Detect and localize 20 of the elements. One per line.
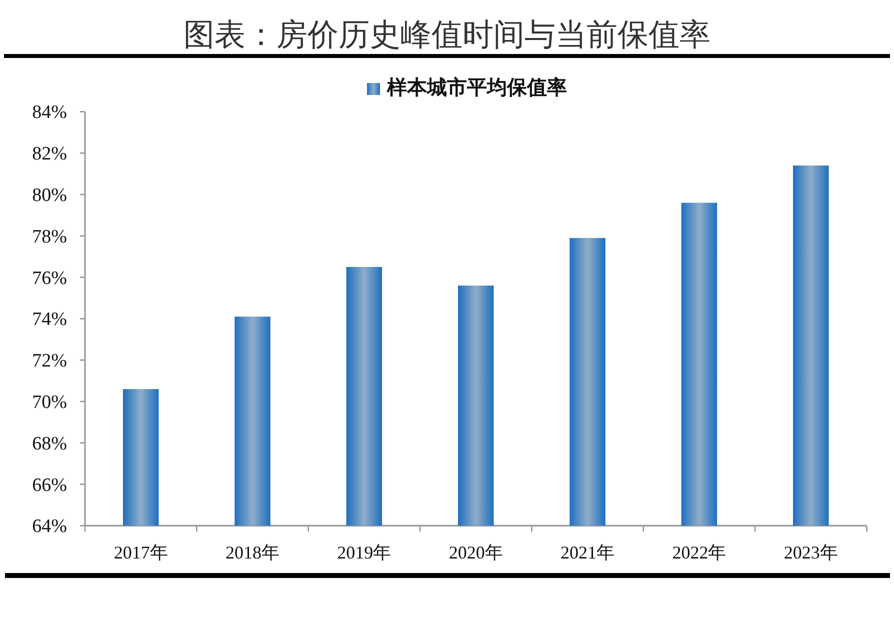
ytick-label: 78% — [32, 226, 67, 248]
ytick-label: 80% — [32, 185, 67, 206]
xtick-label: 2020年 — [448, 542, 503, 563]
title: 图表：房价历史峰值时间与当前保值率 — [184, 17, 710, 52]
ytick-label: 66% — [32, 474, 67, 496]
xtick-label: 2019年 — [337, 542, 392, 563]
xtick-label: 2022年 — [672, 542, 726, 563]
ytick-label: 72% — [32, 350, 67, 372]
ytick-label: 84% — [32, 102, 67, 124]
ytick-label: 68% — [32, 433, 67, 454]
xtick-label: 2023年 — [784, 542, 838, 563]
ytick-label: 64% — [32, 516, 67, 538]
xtick-label: 2017年 — [114, 542, 168, 563]
ytick-label: 82% — [32, 144, 67, 165]
xtick-label: 2018年 — [226, 542, 280, 563]
ytick-label: 74% — [32, 309, 67, 330]
ytick-label: 76% — [32, 268, 67, 289]
xtick-label: 2021年 — [560, 542, 615, 563]
legend-label: 样本城市平均保值率 — [387, 77, 567, 99]
ytick-label: 70% — [32, 392, 67, 413]
